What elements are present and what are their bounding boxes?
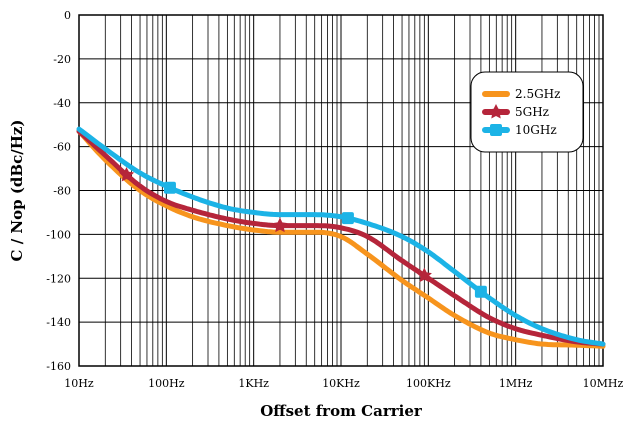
y-tick-label: 0	[64, 9, 71, 22]
y-tick-label: -160	[46, 360, 71, 373]
series-marker	[341, 212, 354, 225]
series	[76, 126, 606, 349]
legend-marker	[488, 104, 504, 119]
tick-labels: 10Hz 100Hz 1KHz 10KHz 100KHz 1MHz 10MHz 0 -20 -40…	[46, 9, 623, 390]
plot-frame	[78, 14, 604, 367]
y-tick-label: -20	[53, 53, 71, 66]
y-tick-label: -60	[53, 141, 71, 154]
y-tick-label: -100	[46, 228, 71, 241]
series-10GHz	[76, 126, 606, 347]
legend-marker	[490, 124, 502, 136]
series-marker	[272, 217, 288, 233]
y-axis-title: C / Nop (dBc/Hz)	[8, 120, 26, 262]
x-tick-label: 100Hz	[148, 377, 185, 390]
legend-item: 2.5GHz	[482, 87, 560, 101]
x-tick-label: 1MHz	[499, 377, 533, 390]
x-axis-title: Offset from Carrier	[260, 402, 423, 420]
y-tick-label: -140	[46, 316, 71, 329]
y-tick-label: -80	[53, 185, 71, 198]
series-marker	[416, 267, 432, 283]
series-marker	[163, 181, 176, 194]
y-tick-label: -120	[46, 272, 71, 285]
series-line	[76, 128, 606, 347]
series-line	[76, 128, 606, 349]
legend-label: 2.5GHz	[515, 87, 560, 101]
legend: 2.5GHz 5GHz 10GHz	[470, 71, 584, 153]
series-marker	[118, 167, 135, 182]
series-2.5GHz	[76, 128, 606, 349]
x-tick-label: 10Hz	[64, 377, 94, 390]
x-tick-label: 100KHz	[406, 377, 451, 390]
x-tick-label: 10MHz	[583, 377, 624, 390]
series-5GHz	[76, 128, 606, 347]
legend-item: 10GHz	[482, 123, 557, 137]
legend-item: 5GHz	[482, 104, 549, 119]
legend-label: 5GHz	[515, 105, 549, 119]
series-marker	[474, 285, 487, 298]
x-tick-label: 10KHz	[322, 377, 360, 390]
legend-label: 10GHz	[515, 123, 557, 137]
y-tick-label: -40	[53, 97, 71, 110]
x-tick-label: 1KHz	[238, 377, 269, 390]
